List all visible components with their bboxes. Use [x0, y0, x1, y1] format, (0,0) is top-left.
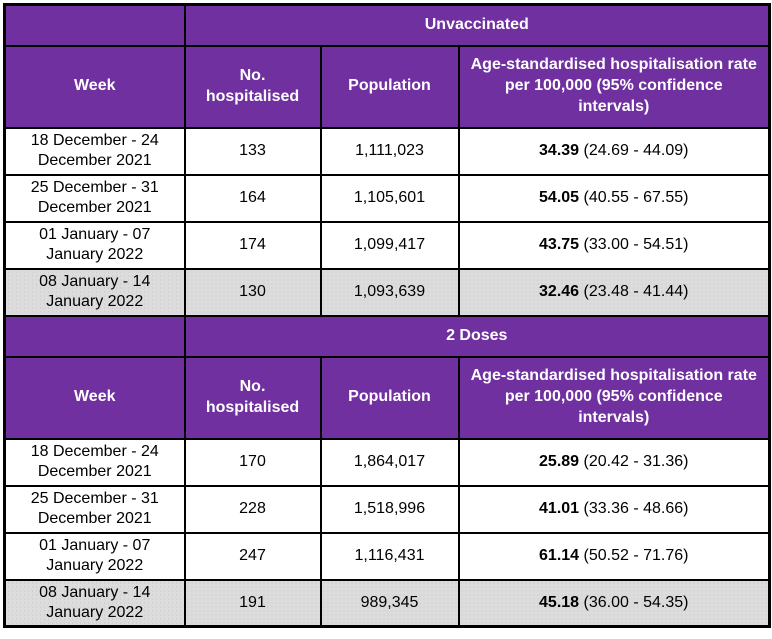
population-cell: 989,345	[319, 578, 460, 628]
col-header-hospitalised: No. hospitalised	[183, 355, 322, 440]
week-cell: 18 December - 24 December 2021	[3, 126, 186, 176]
week-cell: 25 December - 31 December 2021	[3, 484, 186, 534]
rate-cell: 54.05 (40.55 - 67.55)	[457, 173, 771, 223]
column-header-row: Week No. hospitalised Population Age-sta…	[3, 355, 771, 440]
col-header-population: Population	[319, 44, 460, 129]
rate-cell: 32.46 (23.48 - 41.44)	[457, 267, 771, 317]
col-header-hospitalised: No. hospitalised	[183, 44, 322, 129]
col-header-rate: Age-standardised hospitalisation rate pe…	[457, 44, 771, 129]
table-row: 18 December - 24 December 2021 133 1,111…	[3, 126, 771, 176]
table-row: 01 January - 07 January 2022 247 1,116,4…	[3, 531, 771, 581]
column-header-row: Week No. hospitalised Population Age-sta…	[3, 44, 771, 129]
population-cell: 1,111,023	[319, 126, 460, 176]
week-cell: 25 December - 31 December 2021	[3, 173, 186, 223]
section-header-row-2-doses: 2 Doses	[3, 314, 771, 358]
hospitalised-cell: 130	[183, 267, 322, 317]
rate-value: 34.39	[539, 142, 580, 159]
week-cell: 18 December - 24 December 2021	[3, 437, 186, 487]
section-title-unvaccinated: Unvaccinated	[183, 3, 771, 47]
rate-confidence-interval: (33.00 - 54.51)	[583, 236, 689, 253]
table-row: 25 December - 31 December 2021 228 1,518…	[3, 484, 771, 534]
table-row: 08 January - 14 January 2022 130 1,093,6…	[3, 267, 771, 317]
hospitalised-cell: 228	[183, 484, 322, 534]
rate-confidence-interval: (23.48 - 41.44)	[583, 283, 689, 300]
population-cell: 1,518,996	[319, 484, 460, 534]
col-header-population: Population	[319, 355, 460, 440]
rate-confidence-interval: (33.36 - 48.66)	[583, 500, 689, 517]
hospitalised-cell: 170	[183, 437, 322, 487]
table-row: 18 December - 24 December 2021 170 1,864…	[3, 437, 771, 487]
population-cell: 1,116,431	[319, 531, 460, 581]
population-cell: 1,105,601	[319, 173, 460, 223]
week-cell: 01 January - 07 January 2022	[3, 220, 186, 270]
rate-confidence-interval: (50.52 - 71.76)	[583, 547, 689, 564]
rate-confidence-interval: (40.55 - 67.55)	[583, 189, 689, 206]
rate-value: 32.46	[539, 283, 580, 300]
rate-value: 54.05	[539, 189, 580, 206]
col-header-week: Week	[3, 355, 186, 440]
rate-cell: 45.18 (36.00 - 54.35)	[457, 578, 771, 628]
rate-confidence-interval: (20.42 - 31.36)	[583, 453, 689, 470]
hospitalised-cell: 174	[183, 220, 322, 270]
population-cell: 1,099,417	[319, 220, 460, 270]
hospitalised-cell: 247	[183, 531, 322, 581]
week-cell: 08 January - 14 January 2022	[3, 578, 186, 628]
rate-value: 45.18	[539, 593, 580, 611]
hospitalised-cell: 164	[183, 173, 322, 223]
section-header-row-unvaccinated: Unvaccinated	[3, 3, 771, 47]
hospitalisation-rates-table: Unvaccinated Week No. hospitalised Popul…	[3, 3, 772, 628]
rate-value: 41.01	[539, 500, 580, 517]
table-row: 01 January - 07 January 2022 174 1,099,4…	[3, 220, 771, 270]
population-cell: 1,864,017	[319, 437, 460, 487]
hospitalised-cell: 133	[183, 126, 322, 176]
corner-cell	[3, 314, 186, 358]
rate-cell: 25.89 (20.42 - 31.36)	[457, 437, 771, 487]
hospitalised-cell: 191	[183, 578, 322, 628]
rate-cell: 34.39 (24.69 - 44.09)	[457, 126, 771, 176]
col-header-week: Week	[3, 44, 186, 129]
rate-value: 61.14	[539, 547, 580, 564]
table-row: 25 December - 31 December 2021 164 1,105…	[3, 173, 771, 223]
population-cell: 1,093,639	[319, 267, 460, 317]
week-cell: 01 January - 07 January 2022	[3, 531, 186, 581]
rate-cell: 41.01 (33.36 - 48.66)	[457, 484, 771, 534]
table-row: 08 January - 14 January 2022 191 989,345…	[3, 578, 771, 628]
col-header-rate: Age-standardised hospitalisation rate pe…	[457, 355, 771, 440]
corner-cell	[3, 3, 186, 47]
rate-cell: 43.75 (33.00 - 54.51)	[457, 220, 771, 270]
rate-confidence-interval: (36.00 - 54.35)	[583, 593, 689, 611]
week-cell: 08 January - 14 January 2022	[3, 267, 186, 317]
rate-value: 43.75	[539, 236, 580, 253]
rate-cell: 61.14 (50.52 - 71.76)	[457, 531, 771, 581]
rate-value: 25.89	[539, 453, 580, 470]
rate-confidence-interval: (24.69 - 44.09)	[583, 142, 689, 159]
section-title-2-doses: 2 Doses	[183, 314, 771, 358]
